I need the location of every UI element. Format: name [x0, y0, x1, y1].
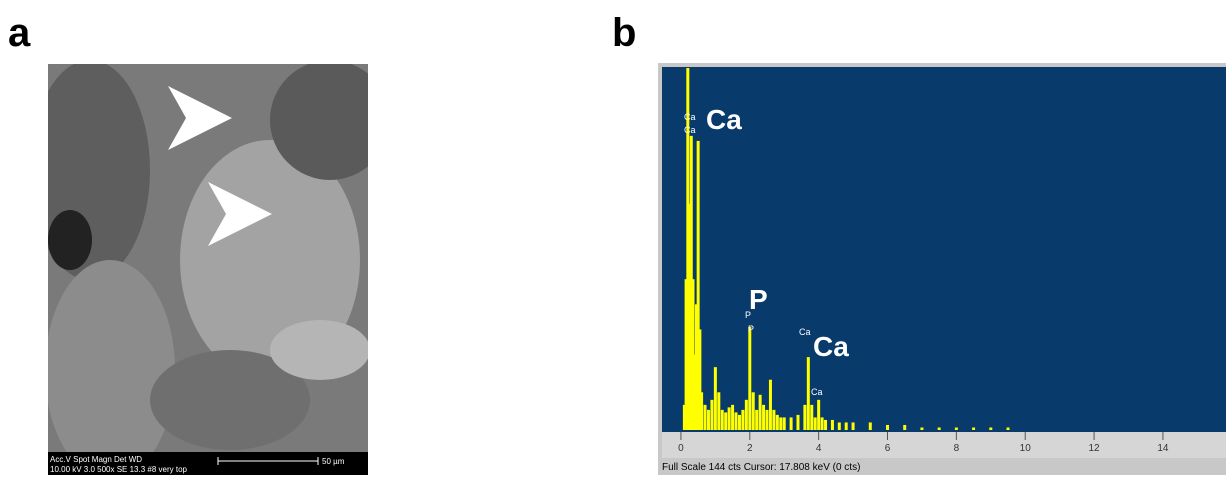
spectrum-bar — [824, 420, 827, 430]
spectrum-bar — [838, 422, 841, 430]
spectrum-bar — [831, 420, 834, 430]
x-tick-label: 4 — [816, 443, 822, 454]
spectrum-bar — [869, 422, 872, 430]
spectrum-bar — [735, 412, 738, 430]
spectrum-bar — [920, 427, 923, 430]
panel-label: b — [612, 11, 636, 55]
spectrum-bar — [903, 425, 906, 430]
page: a b Acc.V Spot Magn Det WD 10.00 kV 3.0 … — [0, 0, 1226, 475]
peak-label: Ca — [813, 331, 849, 362]
spectrum-bar — [714, 367, 717, 430]
spectrum-bar — [707, 410, 710, 430]
spectrum-bar — [755, 410, 758, 430]
info-text: Acc.V Spot Magn Det WD — [50, 455, 142, 464]
spectrum-bar — [955, 427, 958, 430]
peak-label: Ca — [811, 387, 823, 397]
spectrum-bar — [738, 415, 741, 430]
spectrum-bar — [938, 427, 941, 430]
x-tick-label: 0 — [678, 443, 684, 454]
spectrum-bar — [762, 405, 765, 430]
x-tick-label: 6 — [885, 443, 891, 454]
spectrum-bar — [721, 410, 724, 430]
peak-label: P — [745, 310, 751, 320]
spectrum-bar — [759, 395, 762, 430]
spectrum-bar — [886, 425, 889, 430]
spectrum-bar — [748, 327, 751, 430]
x-tick-label: 8 — [954, 443, 960, 454]
panel-label: a — [8, 11, 31, 55]
spectrum-bar — [717, 392, 720, 430]
spectrum-bar — [821, 417, 824, 430]
spectrum-bar — [845, 422, 848, 430]
spectrum-bar — [817, 400, 820, 430]
spectrum-bar — [814, 417, 817, 430]
spectrum-bar — [728, 407, 731, 430]
info-text: 10.00 kV 3.0 500x SE 13.3 #8 very top — [50, 465, 188, 474]
spectrum-bar — [752, 392, 755, 430]
figure: a b Acc.V Spot Magn Det WD 10.00 kV 3.0 … — [0, 0, 1226, 475]
peak-label: Ca — [706, 104, 742, 135]
spectrum-bar — [776, 415, 779, 430]
spectrum-bar — [1007, 427, 1010, 430]
spectrum-bar — [989, 427, 992, 430]
spectrum-bar — [745, 400, 748, 430]
spectrum-bar — [741, 410, 744, 430]
spectrum-bar — [704, 405, 707, 430]
spectrum-bar — [769, 380, 772, 430]
spectrum-bar — [779, 417, 782, 430]
peak-label: Ca — [684, 112, 696, 122]
peak-label: P — [749, 284, 768, 315]
spectrum-bar — [766, 410, 769, 430]
spectrum-bar — [783, 417, 786, 430]
footer: Full Scale 144 cts Cursor: 17.808 keV (0… — [662, 462, 860, 473]
spectrum-bar — [807, 357, 810, 430]
spectrum-bar — [796, 415, 799, 430]
x-tick-label: 14 — [1157, 443, 1169, 454]
spectrum-bar — [710, 400, 713, 430]
x-tick-label: 10 — [1020, 443, 1032, 454]
spectrum-bar — [972, 427, 975, 430]
scale-bar-label: 50 µm — [322, 457, 345, 466]
peak-label: Ca — [684, 125, 696, 135]
plot-area — [662, 67, 1226, 432]
spectrum-bar — [790, 417, 793, 430]
spectrum-bar — [700, 392, 703, 430]
sem-image: Acc.V Spot Magn Det WD 10.00 kV 3.0 500x… — [30, 60, 390, 475]
spectrum-bar — [803, 405, 806, 430]
peak-label: Ca — [799, 327, 811, 337]
spectrum-bar — [724, 412, 727, 430]
x-tick-label: 2 — [747, 443, 753, 454]
peak-label: P — [748, 324, 754, 334]
spectrum-bar — [772, 410, 775, 430]
spectrum-bar — [810, 405, 813, 430]
spectrum-bar — [731, 405, 734, 430]
x-tick-label: 12 — [1089, 443, 1101, 454]
spectrum-bar — [852, 422, 855, 430]
